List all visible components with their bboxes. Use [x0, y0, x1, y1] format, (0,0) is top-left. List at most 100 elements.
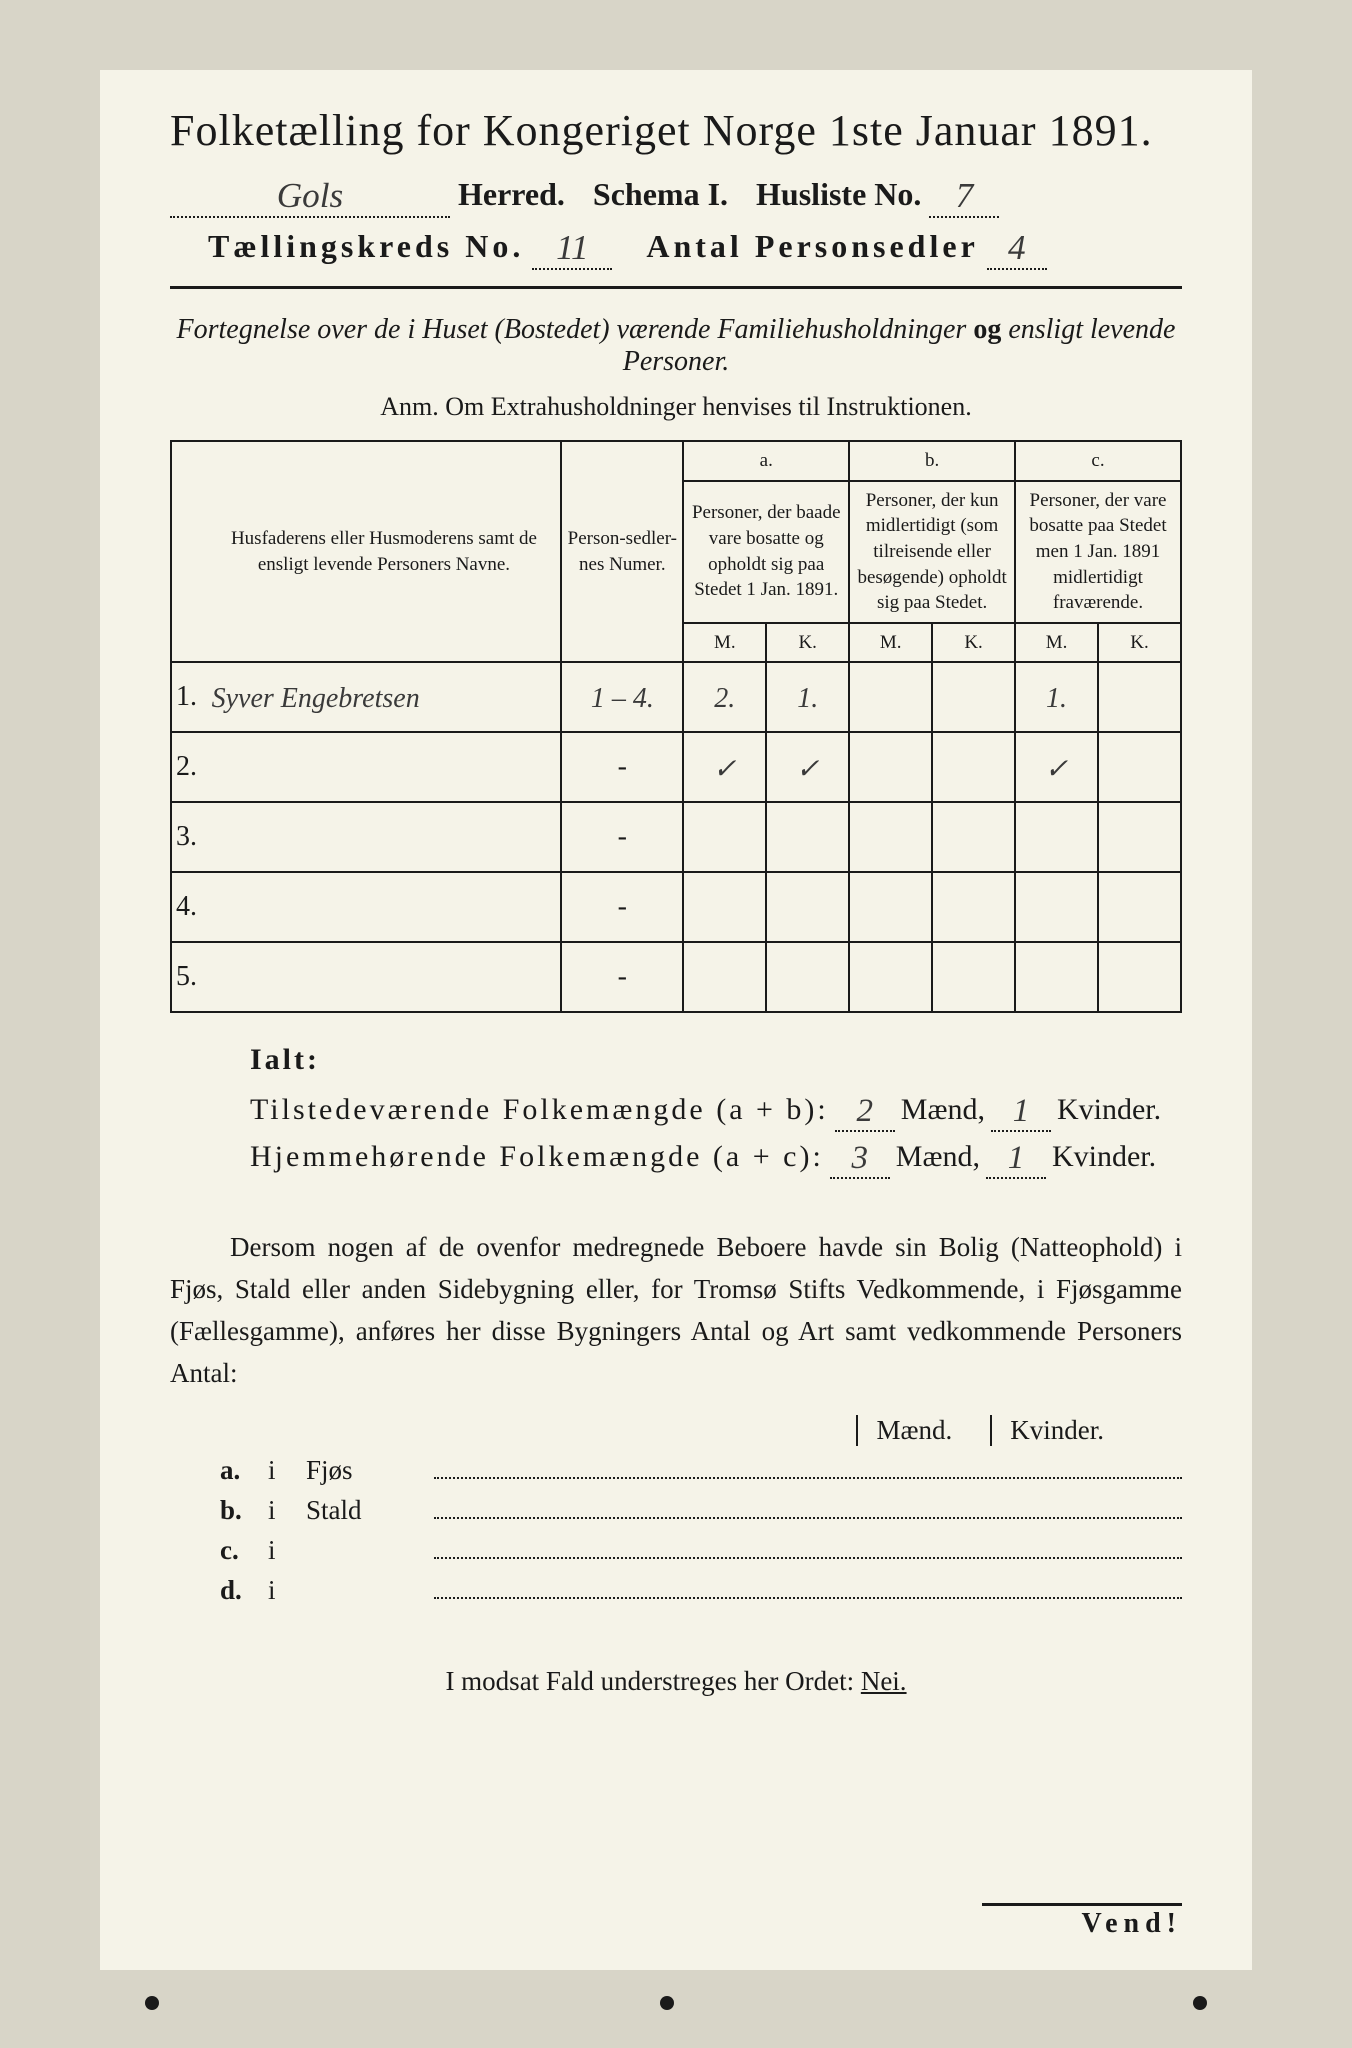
col-a-top: a.: [683, 441, 849, 481]
b-m: M.: [849, 623, 932, 663]
personsedler-cell: -: [561, 942, 683, 1012]
a-k-cell: ✓: [766, 734, 849, 804]
name-cell: Syver Engebretsen: [208, 664, 562, 734]
b-k-cell: [932, 804, 1015, 874]
table-row: 3.-: [171, 802, 1181, 872]
b-m-cell: [849, 664, 932, 734]
building-row: d. i: [220, 1572, 1182, 1606]
name-cell: [208, 874, 562, 944]
row-number: 2.: [171, 732, 208, 802]
c-m-cell: 1.: [1015, 664, 1098, 734]
building-row-type: Fjøs: [306, 1455, 416, 1486]
c-m-cell: [1015, 874, 1098, 944]
c-m-cell: ✓: [1015, 734, 1098, 804]
dot-mark: [660, 1996, 674, 2010]
dot-mark: [1193, 1996, 1207, 2010]
b-k-cell: [932, 874, 1015, 944]
ab-m: 2: [835, 1093, 895, 1132]
building-row: c. i: [220, 1532, 1182, 1566]
building-row-i: i: [268, 1535, 288, 1566]
nei-line: I modsat Fald understreges her Ordet: Ne…: [170, 1666, 1182, 1697]
dotted-fill: [434, 1452, 1182, 1479]
b-m-cell: [849, 734, 932, 804]
ialt-heading: Ialt:: [250, 1043, 1182, 1077]
a-k-cell: 1.: [766, 664, 849, 734]
building-paragraph: Dersom nogen af de ovenfor medregnede Be…: [170, 1227, 1182, 1394]
totals-row-ac: Hjemmehørende Folkemængde (a + c): 3 Mæn…: [250, 1138, 1182, 1177]
row-number: 4.: [171, 872, 208, 942]
building-header: Mænd. Kvinder.: [170, 1415, 1182, 1446]
c-m-cell: [1015, 804, 1098, 874]
a-m-cell: ✓: [683, 734, 766, 804]
dotted-fill: [434, 1572, 1182, 1599]
building-row-label: b.: [220, 1495, 250, 1526]
annotation-line: Anm. Om Extrahusholdninger henvises til …: [170, 392, 1182, 422]
census-table: Husfaderens eller Husmoderens samt de en…: [170, 440, 1182, 1013]
row-number: 3.: [171, 802, 208, 872]
building-row-label: a.: [220, 1455, 250, 1486]
name-cell: [208, 944, 562, 1014]
divider-line: [170, 286, 1182, 289]
header-row-1: Gols Herred. Schema I. Husliste No. 7: [170, 174, 1182, 216]
col-a: Personer, der baade vare bosatte og opho…: [683, 481, 849, 623]
building-row-label: c.: [220, 1535, 250, 1566]
a-m-cell: [683, 804, 766, 874]
dotted-fill: [434, 1532, 1182, 1559]
herred-value: Gols: [170, 176, 450, 218]
a-m-cell: 2.: [683, 664, 766, 734]
dot-mark: [145, 1996, 159, 2010]
building-row-i: i: [268, 1575, 288, 1606]
c-k-cell: [1098, 874, 1181, 944]
building-row-label: d.: [220, 1575, 250, 1606]
col-c: Personer, der vare bosatte paa Stedet me…: [1015, 481, 1181, 623]
table-row: 4. -: [171, 872, 1181, 942]
table-row: 2.-✓✓✓: [171, 732, 1181, 802]
ab-k: 1: [991, 1093, 1051, 1132]
vend-label: Vend!: [982, 1903, 1182, 1940]
ac-k: 1: [986, 1140, 1046, 1179]
table-head: Husfaderens eller Husmoderens samt de en…: [171, 441, 1181, 662]
schema-label: Schema I.: [593, 176, 728, 213]
kreds-label: Tællingskreds No.: [208, 228, 524, 265]
building-row-i: i: [268, 1455, 288, 1486]
building-maend: Mænd.: [856, 1415, 970, 1446]
ac-m: 3: [830, 1140, 890, 1179]
name-cell: [208, 734, 562, 804]
totals-section: Ialt: Tilstedeværende Folkemængde (a + b…: [250, 1043, 1182, 1177]
c-k-cell: [1098, 944, 1181, 1014]
personsedler-cell: -: [561, 732, 683, 802]
name-cell: [208, 804, 562, 874]
building-kvinder: Kvinder.: [990, 1415, 1122, 1446]
b-k-cell: [932, 944, 1015, 1014]
a-k-cell: [766, 874, 849, 944]
b-k: K.: [932, 623, 1015, 663]
a-k-cell: [766, 804, 849, 874]
dotted-fill: [434, 1492, 1182, 1519]
page-title: Folketælling for Kongeriget Norge 1ste J…: [170, 105, 1182, 156]
personsedler-cell: -: [561, 872, 683, 942]
a-m: M.: [683, 623, 766, 663]
row-number: 5.: [171, 942, 208, 1012]
a-m-cell: [683, 944, 766, 1014]
antal-value: 4: [987, 228, 1047, 270]
c-k-cell: [1098, 664, 1181, 734]
head-num: Person-sedler-nes Numer.: [561, 441, 683, 662]
table-row: 5. -: [171, 942, 1181, 1012]
personsedler-cell: 1 – 4.: [561, 664, 683, 734]
c-k-cell: [1098, 734, 1181, 804]
head-name: Husfaderens eller Husmoderens samt de en…: [208, 441, 562, 662]
husliste-value: 7: [929, 176, 999, 218]
building-row-type: Stald: [306, 1495, 416, 1526]
building-row: a. i Fjøs: [220, 1452, 1182, 1486]
building-row-i: i: [268, 1495, 288, 1526]
c-k: K.: [1098, 623, 1181, 663]
col-b-top: b.: [849, 441, 1015, 481]
b-m-cell: [849, 874, 932, 944]
b-m-cell: [849, 944, 932, 1014]
c-m-cell: [1015, 944, 1098, 1014]
a-m-cell: [683, 874, 766, 944]
a-k-cell: [766, 944, 849, 1014]
kreds-value: 11: [532, 228, 612, 270]
b-k-cell: [932, 664, 1015, 734]
table-row: 1.Syver Engebretsen1 – 4.2.1.1.: [171, 662, 1181, 732]
